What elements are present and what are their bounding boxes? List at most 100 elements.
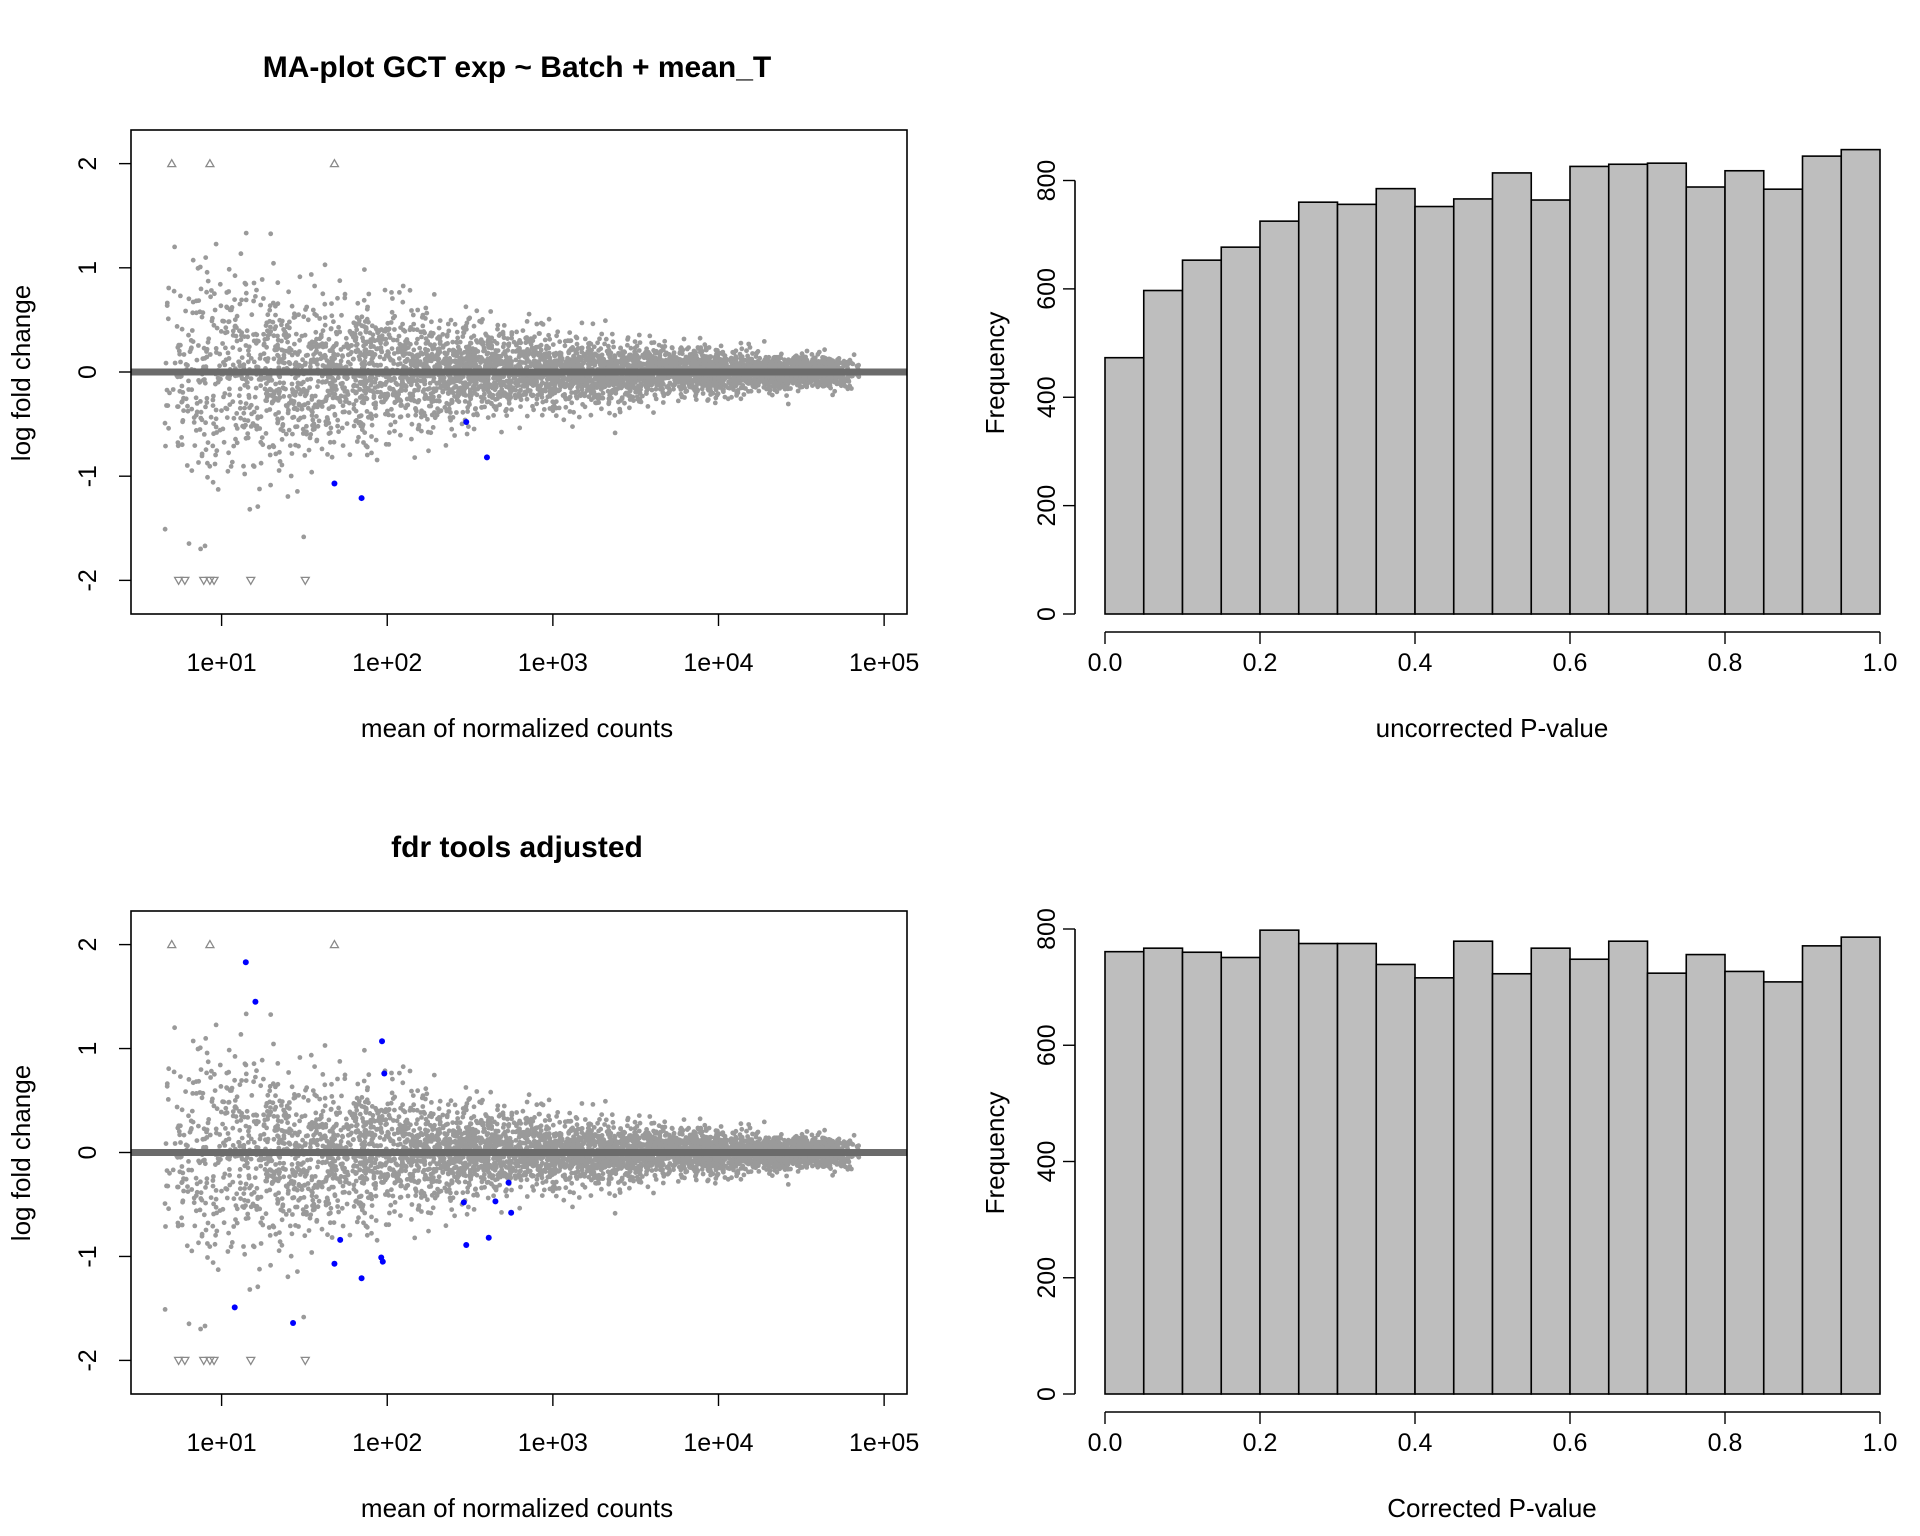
- data-point: [396, 333, 402, 339]
- data-point: [610, 375, 616, 381]
- data-point: [599, 406, 604, 412]
- data-point: [245, 431, 251, 436]
- data-point: [411, 347, 417, 353]
- data-point: [484, 384, 489, 389]
- data-point: [621, 359, 626, 364]
- data-point: [395, 394, 401, 400]
- data-point: [627, 405, 632, 411]
- data-point: [394, 337, 400, 343]
- data-point: [203, 447, 209, 453]
- data-point: [238, 251, 244, 257]
- data-point: [217, 351, 223, 357]
- data-point: [648, 356, 654, 362]
- data-point: [599, 331, 605, 337]
- data-point: [263, 323, 269, 328]
- data-point: [189, 387, 195, 393]
- data-point: [515, 347, 521, 353]
- data-point: [455, 349, 461, 354]
- data-point: [362, 319, 368, 324]
- data-point: [415, 377, 420, 383]
- data-point: [800, 377, 806, 383]
- data-point: [606, 399, 612, 405]
- data-point: [649, 387, 655, 393]
- data-point: [263, 356, 268, 362]
- data-point: [761, 339, 767, 344]
- data-point: [471, 323, 477, 329]
- data-point: [455, 335, 461, 341]
- data-point: [374, 389, 380, 395]
- data-point: [312, 283, 317, 289]
- data-point: [466, 375, 471, 380]
- data-point: [660, 345, 666, 351]
- data-point: [416, 425, 421, 431]
- data-point: [829, 375, 834, 381]
- data-point: [622, 391, 628, 397]
- data-point: [558, 379, 563, 385]
- data-point: [241, 463, 246, 469]
- data-point: [268, 324, 273, 330]
- data-point: [436, 325, 442, 331]
- data-point: [602, 341, 607, 347]
- data-point: [204, 395, 210, 401]
- data-point: [204, 400, 210, 405]
- data-point: [214, 448, 220, 454]
- data-point: [444, 332, 450, 338]
- data-point: [295, 380, 301, 386]
- data-point: [224, 329, 230, 335]
- data-point: [289, 381, 295, 387]
- data-point: [355, 300, 361, 306]
- data-point: [194, 310, 199, 316]
- data-point: [261, 351, 267, 356]
- data-point: [432, 415, 438, 421]
- data-point: [558, 355, 564, 361]
- data-point: [605, 379, 611, 385]
- data-point: [492, 363, 498, 369]
- data-point: [306, 447, 312, 453]
- data-point: [340, 384, 345, 390]
- data-point: [184, 463, 190, 468]
- data-point: [269, 377, 275, 383]
- data-point: [296, 362, 302, 368]
- data-point: [540, 322, 546, 327]
- data-point: [256, 377, 262, 382]
- data-point: [234, 411, 240, 416]
- data-point: [794, 382, 800, 388]
- data-point: [371, 389, 376, 395]
- data-point: [447, 356, 453, 361]
- data-point: [390, 296, 395, 301]
- data-point: [518, 404, 523, 409]
- data-point: [492, 380, 497, 386]
- data-point: [437, 339, 443, 344]
- data-point: [425, 429, 431, 435]
- data-point: [455, 375, 461, 380]
- data-point: [356, 318, 362, 323]
- data-point: [203, 420, 209, 426]
- data-point: [400, 321, 405, 327]
- data-point: [746, 389, 751, 394]
- data-point: [570, 424, 575, 429]
- data-point: [237, 328, 242, 334]
- data-point: [701, 379, 706, 385]
- data-point: [739, 346, 745, 352]
- data-point: [210, 403, 216, 408]
- data-point: [226, 319, 231, 325]
- data-point: [585, 345, 591, 350]
- data-point: [636, 348, 642, 353]
- data-point: [217, 363, 223, 369]
- data-point: [481, 396, 487, 401]
- data-point: [488, 309, 494, 314]
- data-point: [230, 345, 236, 350]
- data-point: [571, 363, 576, 369]
- data-point: [258, 383, 264, 389]
- data-point: [463, 344, 469, 350]
- data-point: [651, 410, 656, 415]
- data-point: [397, 388, 402, 394]
- data-point: [331, 439, 337, 445]
- data-point: [450, 339, 456, 345]
- data-point: [498, 394, 503, 399]
- data-point: [347, 328, 353, 334]
- data-point: [312, 393, 318, 399]
- data-point: [420, 323, 426, 329]
- data-point: [467, 315, 473, 321]
- data-point: [322, 315, 328, 320]
